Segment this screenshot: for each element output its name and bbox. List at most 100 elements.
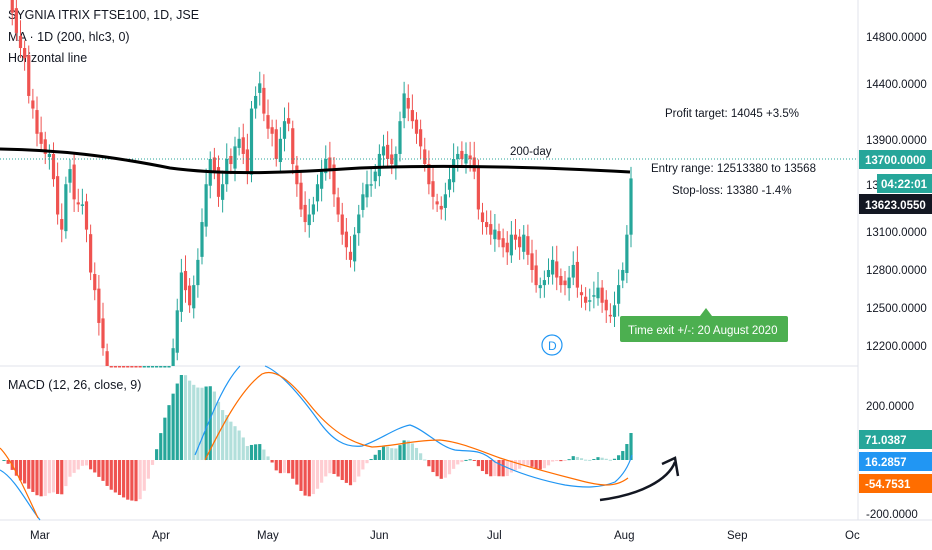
candle-body bbox=[80, 204, 84, 206]
histogram-bar bbox=[307, 460, 311, 497]
price-tick: 14400.0000 bbox=[866, 79, 927, 91]
candle-body bbox=[241, 137, 245, 154]
candle-body bbox=[204, 184, 208, 227]
histogram-bar bbox=[365, 460, 369, 464]
candle-body bbox=[23, 48, 27, 59]
candle-body bbox=[295, 165, 299, 185]
time-exit-callout[interactable]: Time exit +/-: 20 August 2020 bbox=[620, 308, 788, 342]
time-axis[interactable]: Mar Apr May Jun Jul Aug Sep Oc bbox=[30, 530, 860, 542]
candle-body bbox=[97, 288, 101, 323]
candle-body bbox=[60, 219, 64, 230]
candle-body bbox=[332, 164, 336, 195]
histogram-bar bbox=[237, 430, 241, 460]
candle-body bbox=[138, 366, 142, 368]
histogram-bar bbox=[167, 405, 171, 460]
candle-body bbox=[509, 234, 513, 256]
candle-body bbox=[320, 171, 324, 189]
candle-body bbox=[410, 110, 414, 122]
histogram-bar bbox=[249, 444, 254, 460]
histogram-bar bbox=[109, 460, 113, 490]
candle-body bbox=[555, 261, 559, 278]
histogram-bar bbox=[258, 444, 262, 460]
histogram-bar bbox=[47, 460, 51, 494]
histogram-bar bbox=[2, 460, 6, 461]
curved-arrow-drawing[interactable] bbox=[599, 456, 680, 502]
candle-body bbox=[315, 184, 320, 202]
histogram-bar bbox=[476, 460, 480, 467]
histogram-bar bbox=[291, 460, 295, 479]
candle-body bbox=[212, 157, 216, 172]
histogram-bar bbox=[163, 417, 167, 460]
candle-body bbox=[394, 153, 398, 168]
macd-histogram bbox=[2, 375, 633, 502]
histogram-bar bbox=[377, 450, 381, 460]
macd-line bbox=[194, 365, 633, 488]
time-exit-label: Time exit +/-: 20 August 2020 bbox=[628, 325, 777, 337]
histogram-bar bbox=[559, 460, 563, 462]
candle-body bbox=[538, 285, 542, 289]
histogram-bar bbox=[555, 460, 559, 462]
histogram-bar bbox=[6, 460, 10, 464]
candle-body bbox=[200, 222, 204, 257]
candle-body bbox=[76, 202, 80, 205]
candle-body bbox=[101, 318, 105, 349]
histogram-bar bbox=[39, 460, 43, 497]
price-axis[interactable]: 14800.0000 14400.0000 13900.0000 13100.0… bbox=[866, 32, 927, 353]
candle-body bbox=[431, 181, 435, 197]
candle-body bbox=[311, 204, 315, 215]
candle-body bbox=[596, 287, 600, 299]
candle-body bbox=[567, 277, 571, 289]
ma-label: 200-day bbox=[510, 146, 552, 158]
histogram-bar bbox=[460, 460, 464, 463]
histogram-bar bbox=[117, 460, 122, 495]
candle-body bbox=[439, 205, 443, 210]
histogram-bar bbox=[344, 460, 348, 483]
candle-body bbox=[443, 194, 447, 208]
histogram-bar bbox=[588, 459, 592, 461]
histogram-bar bbox=[245, 446, 249, 460]
candle-body bbox=[414, 119, 419, 134]
candle-body bbox=[84, 201, 89, 230]
histogram-bar bbox=[464, 459, 468, 461]
macd-tick: 200.0000 bbox=[866, 401, 914, 413]
histogram-bar bbox=[56, 460, 60, 494]
histogram-bar bbox=[196, 387, 200, 460]
histogram-bar bbox=[423, 459, 427, 461]
histogram-bar bbox=[105, 460, 109, 486]
histogram-bar bbox=[192, 384, 196, 460]
time-tick: Mar bbox=[30, 530, 50, 542]
histogram-bar bbox=[406, 440, 410, 460]
dividend-marker[interactable]: D bbox=[541, 334, 563, 356]
candle-body bbox=[237, 138, 241, 148]
histogram-bar bbox=[274, 460, 278, 471]
candle-body bbox=[39, 132, 43, 144]
histogram-bar bbox=[443, 460, 447, 478]
histogram-bar bbox=[320, 460, 324, 483]
histogram-bar bbox=[51, 460, 56, 493]
candle-body bbox=[373, 171, 377, 182]
candle-body bbox=[542, 280, 546, 286]
histogram-bar bbox=[35, 460, 39, 496]
candle-body bbox=[262, 87, 266, 114]
histogram-bar bbox=[295, 460, 299, 485]
histogram-bar bbox=[472, 460, 476, 461]
histogram-bar bbox=[534, 460, 538, 469]
dividend-marker-label: D bbox=[548, 339, 557, 353]
candle-body bbox=[447, 179, 452, 190]
histogram-bar bbox=[431, 460, 435, 473]
histogram-bar bbox=[357, 460, 361, 477]
histogram-bar bbox=[175, 383, 179, 460]
histogram-bar bbox=[254, 444, 258, 460]
hline-price-badge: 13700.0000 bbox=[859, 150, 932, 169]
candle-body bbox=[56, 176, 60, 215]
histogram-bar bbox=[31, 460, 35, 492]
histogram-bar bbox=[584, 459, 588, 461]
candle-body bbox=[216, 167, 221, 197]
macd-legend: MACD (12, 26, close, 9) bbox=[8, 378, 142, 392]
histogram-bar bbox=[72, 460, 76, 473]
candle-body bbox=[505, 242, 509, 253]
candle-body bbox=[460, 150, 464, 159]
histogram-bar bbox=[398, 445, 402, 460]
histogram-bar bbox=[332, 460, 336, 474]
